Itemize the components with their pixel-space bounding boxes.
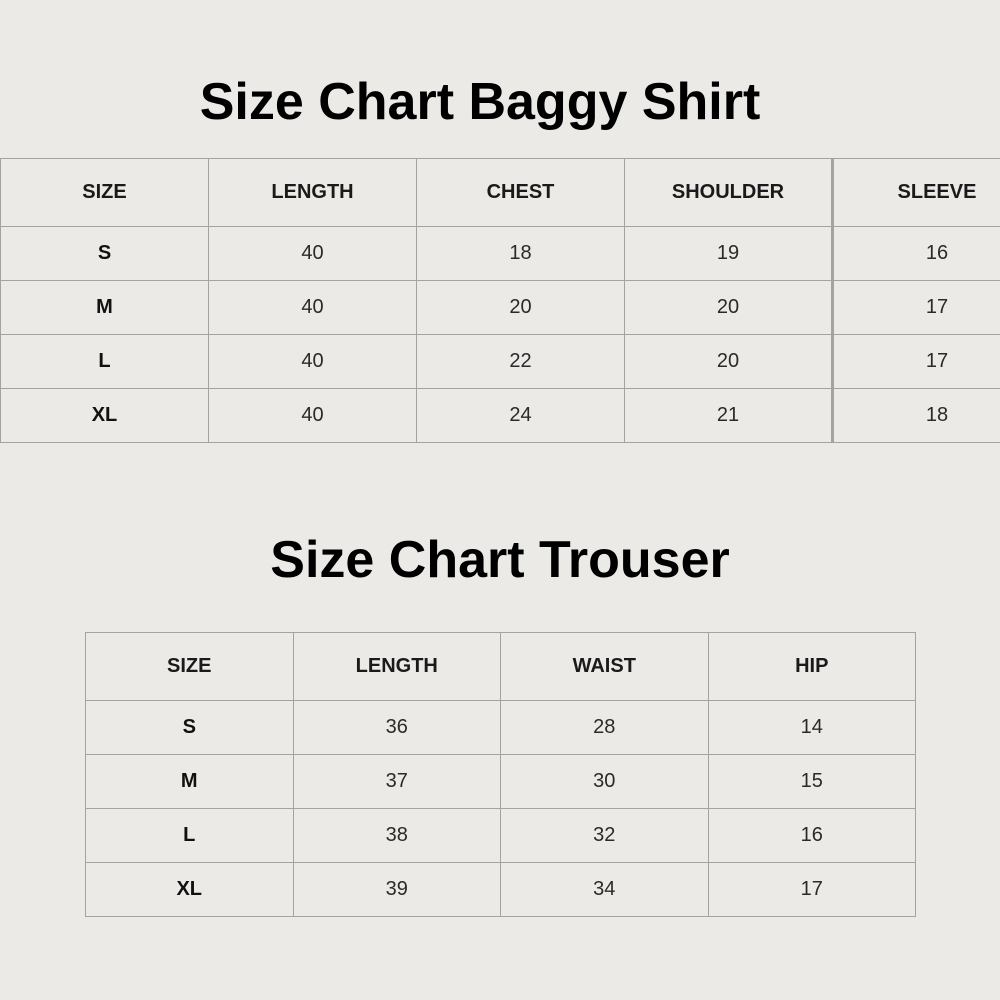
shirt-size-table: SIZE LENGTH CHEST SHOULDER SLEEVE S 40 18 19 16 M… — [0, 158, 1000, 443]
measurement-cell: 16 — [831, 226, 1000, 281]
shirt-title: Size Chart Baggy Shirt — [199, 73, 761, 131]
measurement-cell: 20 — [416, 280, 625, 335]
table-header-row: SIZE LENGTH CHEST SHOULDER SLEEVE — [0, 158, 1000, 227]
size-cell: S — [0, 226, 209, 281]
measurement-cell: 40 — [208, 280, 417, 335]
measurement-cell: 17 — [831, 334, 1000, 389]
column-header: SIZE — [0, 158, 209, 227]
measurement-cell: 14 — [707, 700, 916, 755]
size-cell: L — [85, 808, 294, 863]
measurement-cell: 22 — [416, 334, 625, 389]
measurement-cell: 34 — [500, 862, 709, 917]
size-cell: S — [85, 700, 294, 755]
measurement-cell: 15 — [707, 754, 916, 809]
size-cell: L — [0, 334, 209, 389]
trouser-size-table: SIZE LENGTH WAIST HIP S 36 28 14 M 37 30 15 L 38 32 16… — [85, 632, 916, 917]
table-row: XL 39 34 17 — [85, 862, 916, 917]
table-row: S 36 28 14 — [85, 700, 916, 755]
table-header-row: SIZE LENGTH WAIST HIP — [85, 632, 916, 701]
column-header: WAIST — [500, 632, 709, 701]
measurement-cell: 17 — [831, 280, 1000, 335]
table-row: M 40 20 20 17 — [0, 280, 1000, 335]
measurement-cell: 18 — [416, 226, 625, 281]
measurement-cell: 18 — [831, 388, 1000, 443]
column-header: SIZE — [85, 632, 294, 701]
measurement-cell: 20 — [624, 280, 833, 335]
measurement-cell: 30 — [500, 754, 709, 809]
measurement-cell: 20 — [624, 334, 833, 389]
size-cell: M — [85, 754, 294, 809]
column-header: LENGTH — [292, 632, 501, 701]
measurement-cell: 38 — [292, 808, 501, 863]
table-row: M 37 30 15 — [85, 754, 916, 809]
column-header: HIP — [707, 632, 916, 701]
size-cell: XL — [85, 862, 294, 917]
measurement-cell: 32 — [500, 808, 709, 863]
table-row: S 40 18 19 16 — [0, 226, 1000, 281]
measurement-cell: 37 — [292, 754, 501, 809]
column-header: CHEST — [416, 158, 625, 227]
measurement-cell: 16 — [707, 808, 916, 863]
size-cell: XL — [0, 388, 209, 443]
measurement-cell: 28 — [500, 700, 709, 755]
trouser-title: Size Chart Trouser — [270, 531, 730, 589]
measurement-cell: 17 — [707, 862, 916, 917]
measurement-cell: 21 — [624, 388, 833, 443]
measurement-cell: 36 — [292, 700, 501, 755]
measurement-cell: 40 — [208, 226, 417, 281]
measurement-cell: 40 — [208, 388, 417, 443]
table-row: L 38 32 16 — [85, 808, 916, 863]
size-cell: M — [0, 280, 209, 335]
column-header: LENGTH — [208, 158, 417, 227]
measurement-cell: 24 — [416, 388, 625, 443]
table-row: XL 40 24 21 18 — [0, 388, 1000, 443]
measurement-cell: 40 — [208, 334, 417, 389]
table-row: L 40 22 20 17 — [0, 334, 1000, 389]
column-header: SLEEVE — [831, 158, 1000, 227]
column-header: SHOULDER — [624, 158, 833, 227]
measurement-cell: 19 — [624, 226, 833, 281]
measurement-cell: 39 — [292, 862, 501, 917]
